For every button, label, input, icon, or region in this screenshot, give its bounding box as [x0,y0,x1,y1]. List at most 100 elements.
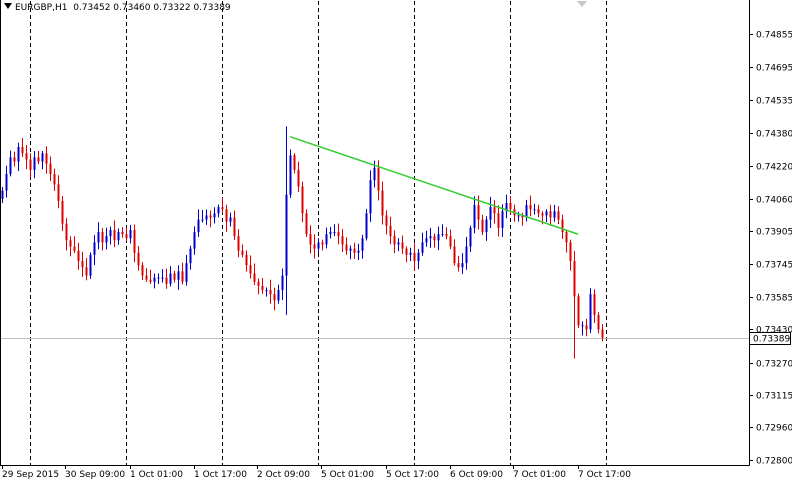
trendline-group[interactable] [289,135,579,235]
bull-candle [117,232,120,241]
bear-candle [237,236,240,251]
bear-candle [81,261,84,268]
bull-candle [217,207,220,214]
bear-candle [309,234,312,245]
bull-candle [473,205,476,228]
bear-candle [537,209,540,214]
current-price-text: 0.73389 [753,335,790,345]
bear-candle [337,232,340,237]
bear-candle [253,273,256,282]
bear-candle [133,229,136,253]
bull-candle [333,232,336,234]
bear-candle [541,213,544,216]
bear-candle [293,155,296,170]
bear-candle [477,205,480,220]
price-tick-label: 0.73905 [756,228,792,238]
bear-candle [73,246,76,251]
bear-candle [493,207,496,214]
time-tick-label: 29 Sep 2015 [2,470,59,480]
bear-candle [321,242,324,245]
bull-candle [189,248,192,264]
bull-candle [397,242,400,245]
bull-candle [441,234,444,236]
bear-candle [393,236,396,245]
bull-candle [373,167,376,181]
bull-candle [505,203,508,212]
bear-candle [137,252,140,266]
bull-candle [109,229,112,237]
bull-candle [409,252,412,255]
bull-candle [425,238,428,243]
bear-candle [209,215,212,218]
price-tick-label: 0.74695 [756,64,792,74]
bear-candle [273,294,276,301]
bear-candle [565,232,568,243]
bear-candle [445,234,448,237]
current-price-tag [749,332,791,345]
trendline[interactable] [289,135,579,235]
bear-candle [173,273,176,280]
bull-candle [229,217,232,222]
bear-candle [521,215,524,218]
time-tick-label: 7 Oct 01:00 [513,470,566,480]
bull-candle [361,238,364,251]
price-tick-label: 0.73115 [756,392,792,402]
current-price-box: 0.73389 [749,332,791,345]
bull-candle [317,242,320,249]
bull-candle [281,275,284,291]
price-tick-label: 0.73585 [756,294,792,304]
bull-candle [157,277,160,279]
bear-candle [313,244,316,249]
bull-candle [185,263,188,282]
bear-candle [257,281,260,286]
bull-candle [105,236,108,243]
bear-candle [529,205,532,210]
bear-candle [85,267,88,276]
price-tick-label: 0.72800 [756,457,792,467]
bear-candle [597,314,600,330]
bear-candle [457,263,460,268]
bull-candle [289,155,292,195]
bear-candle [245,254,248,266]
bull-candle [553,211,556,218]
symbol-label: EURGBP,H1 [15,3,68,13]
bear-candle [101,232,104,243]
bull-candle [201,219,204,221]
bull-candle [285,194,288,276]
bear-candle [297,169,300,187]
bear-candle [181,271,184,282]
bear-candle [401,242,404,249]
vertical-grid [30,1,607,465]
bull-candle [365,213,368,239]
bear-candle [241,250,244,255]
bear-candle [261,285,264,291]
bull-candle [265,290,268,292]
bear-candle [385,215,388,226]
bear-candle [249,265,252,274]
bear-candle [269,290,272,295]
price-tick-label: 0.73745 [756,261,792,271]
bear-candle [577,296,580,326]
bear-candle [61,200,64,224]
bull-candle [589,294,592,330]
dropdown-triangle-icon[interactable] [4,3,12,9]
bull-candle [525,205,528,218]
bear-candle [221,207,224,210]
bull-candle [437,234,440,241]
bear-candle [569,242,572,262]
time-tick-label: 1 Oct 01:00 [130,470,183,480]
shift-marker-icon[interactable] [577,1,587,7]
bear-candle [593,294,596,315]
bear-candle [433,236,436,241]
bull-candle [17,147,20,162]
bear-candle [49,163,52,175]
bull-candle [93,242,96,255]
bull-candle [197,219,200,233]
time-tick-label: 1 Oct 17:00 [194,470,247,480]
bull-candle [161,277,164,279]
bear-candle [149,279,152,282]
bear-candle [13,157,16,162]
bear-candle [301,186,304,214]
